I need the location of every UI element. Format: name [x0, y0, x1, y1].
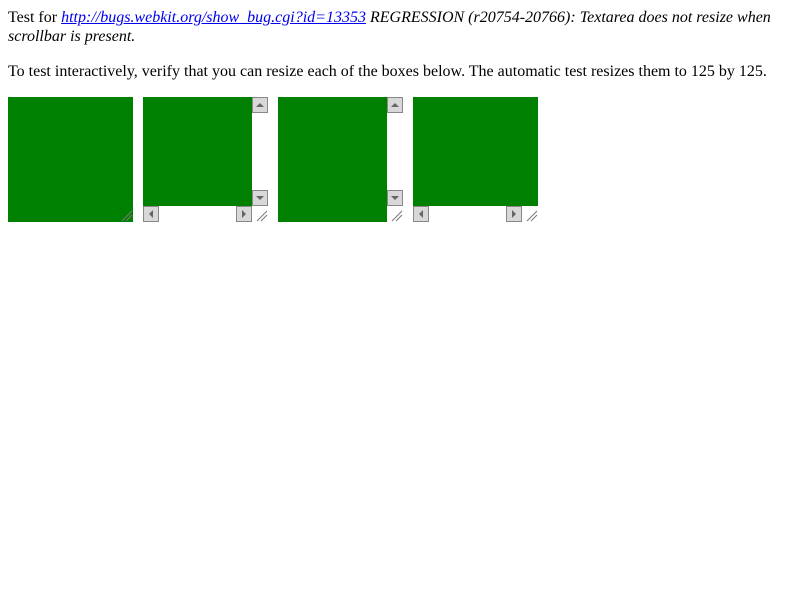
textarea-vertical-scrollbar[interactable] [278, 97, 403, 222]
page-body: Test for http://bugs.webkit.org/show_bug… [0, 8, 800, 600]
bug-link[interactable]: http://bugs.webkit.org/show_bug.cgi?id=1… [61, 9, 366, 26]
instructions: To test interactively, verify that you c… [8, 63, 767, 80]
intro-description: REGRESSION (r20754-20766): Textarea does… [8, 9, 771, 45]
textarea-horizontal-scrollbar[interactable] [413, 97, 538, 222]
intro-paragraph: Test for http://bugs.webkit.org/show_bug… [8, 8, 792, 46]
intro-prefix: Test for [8, 9, 58, 26]
textarea-both-scrollbars[interactable] [143, 97, 268, 222]
textarea-plain[interactable] [8, 97, 133, 222]
